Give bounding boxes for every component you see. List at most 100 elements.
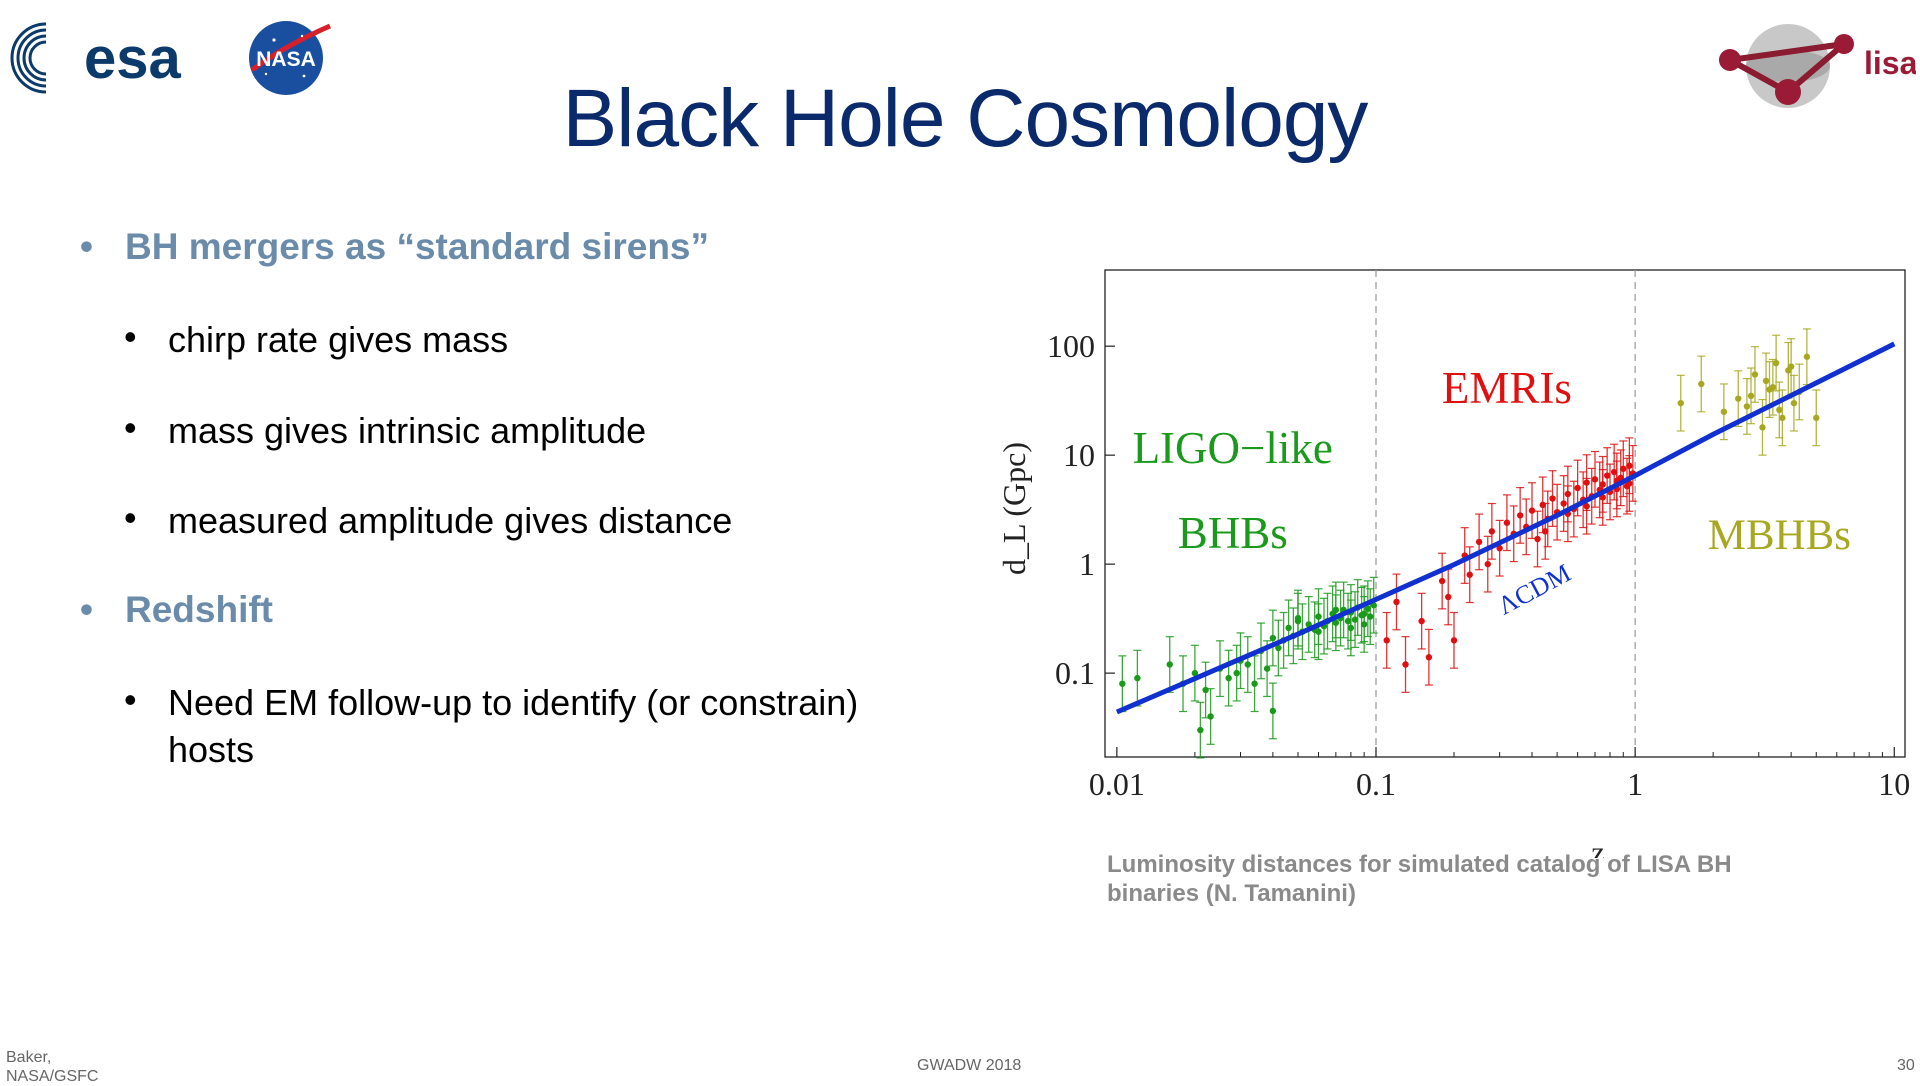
esa-logo: esa (6, 16, 221, 98)
emris-point (1418, 617, 1425, 625)
bullet-text: measured amplitude gives distance (168, 500, 733, 541)
y-tick-label: 1 (1079, 546, 1095, 582)
ligo-like-bhbs-point (1197, 726, 1204, 734)
chart-canvas: 0.01 0.1 1 10 0.1 1 10 100 z d_L (Gpc) ΛCDM LIGO−li… (985, 262, 1910, 858)
mbhbs-point (1677, 399, 1684, 407)
bullet-dot: • (124, 497, 137, 538)
ligo-like-bhbs-point (1233, 669, 1240, 677)
ligo-like-bhbs-point (1294, 614, 1302, 622)
bullet-dot: • (80, 589, 93, 630)
plot-frame (1104, 269, 1906, 758)
emris-point (1528, 507, 1536, 514)
emris-point (1425, 654, 1433, 661)
x-tick-label: 10 (1878, 766, 1910, 802)
emris-point (1516, 512, 1524, 519)
mbhbs-point (1769, 384, 1777, 391)
ligo-region-label: LIGO−like (1133, 423, 1333, 473)
emris-point (1542, 528, 1549, 535)
ligo-like-bhbs-point (1202, 686, 1209, 694)
ligo-like-bhbs-point (1367, 613, 1374, 620)
emris-point (1599, 494, 1606, 501)
y-tick-label: 0.1 (1055, 655, 1095, 691)
lcdm-label: ΛCDM (1493, 558, 1576, 620)
ligo-like-bhbs-point (1347, 624, 1355, 632)
ligo-like-bhbs-point (1269, 707, 1277, 715)
emris-point (1496, 545, 1503, 552)
emris-point (1610, 468, 1618, 476)
slide-title: Black Hole Cosmology (562, 73, 1369, 164)
mbhbs-point (1751, 371, 1759, 378)
bullet-text: mass gives intrinsic amplitude (168, 410, 647, 451)
bullet-text: BH mergers as “standard sirens” (125, 226, 710, 267)
mbhbs-point (1735, 395, 1742, 402)
ligo-like-bhbs-point (1269, 634, 1277, 642)
mbhb-region-label: MBHBs (1708, 512, 1851, 559)
emris-point (1475, 538, 1483, 546)
nasa-logo-text: NASA (256, 48, 316, 71)
mbhbs-point (1772, 359, 1780, 367)
x-axis-label: z (1591, 836, 1604, 858)
ligo-like-bhbs-point (1351, 616, 1359, 623)
emri-region-label: EMRIs (1442, 363, 1572, 413)
x-tick-label: 0.01 (1089, 766, 1145, 802)
ligo-like-bhbs-point (1315, 628, 1322, 635)
ligo-like-bhbs-point (1166, 661, 1173, 668)
footer-author-affiliation: NASA/GSFC (6, 1068, 99, 1085)
bullet-dot: • (124, 407, 137, 448)
nasa-logo: NASA (244, 16, 336, 98)
footer-event: GWADW 2018 (917, 1057, 1022, 1074)
lisa-logo-text: lisa (1864, 45, 1916, 81)
mbhbs-point (1787, 363, 1795, 370)
ligo-like-bhbs-point (1364, 605, 1372, 612)
emris-point (1445, 593, 1452, 601)
mbhbs-point (1743, 403, 1751, 410)
emris-point (1383, 637, 1390, 644)
chart-svg: 0.01 0.1 1 10 0.1 1 10 100 z d_L (Gpc) ΛCDM LIGO−li… (996, 269, 1910, 858)
ligo-like-bhbs-point (1225, 674, 1232, 682)
luminosity-distance-chart: 0.01 0.1 1 10 0.1 1 10 100 z d_L (Gpc) ΛCDM LIGO−li… (985, 262, 1910, 858)
mbhbs-point (1813, 414, 1820, 422)
emris-point (1402, 661, 1409, 668)
mbhbs-point (1698, 380, 1705, 388)
chart-caption: Luminosity distances for simulated catal… (1107, 851, 1732, 907)
footer-author: Baker, NASA/GSFC (6, 1048, 98, 1086)
bullet-text: Need EM follow-up to identify (or constr… (168, 682, 859, 770)
ligo-like-bhbs-point (1244, 661, 1251, 668)
mbhbs-point (1759, 424, 1766, 431)
emris-point (1534, 535, 1541, 543)
ligo-like-bhbs-point (1285, 624, 1292, 632)
ligo-like-bhbs-point (1275, 644, 1282, 652)
lcdm-curve (1115, 341, 1896, 715)
x-tick-label: 0.1 (1356, 766, 1396, 802)
x-tick-label: 1 (1627, 766, 1643, 802)
emris-point (1603, 472, 1611, 479)
y-tick-label: 100 (1047, 328, 1095, 364)
ligo-like-bhbs-point (1119, 680, 1126, 687)
emris-point (1583, 503, 1590, 510)
mbhbs-point (1790, 399, 1798, 407)
emris-point (1503, 519, 1511, 526)
y-axis-label: d_L (Gpc) (996, 442, 1032, 575)
ligo-region-label-2: BHBs (1178, 508, 1288, 558)
ligo-like-bhbs-point (1360, 610, 1368, 618)
mbhbs-point (1747, 392, 1755, 400)
emris-point (1484, 560, 1491, 568)
emris-point (1393, 598, 1400, 606)
lisa-logo: lisa (1716, 14, 1918, 114)
mbhbs-point (1803, 353, 1811, 360)
emris-point (1488, 528, 1496, 535)
emris-point (1466, 571, 1473, 578)
emris-point (1620, 465, 1627, 472)
mbhbs-point (1762, 377, 1770, 385)
bullet-text: chirp rate gives mass (168, 319, 509, 360)
ligo-like-bhbs-point (1332, 606, 1340, 614)
mbhbs-point (1776, 406, 1783, 414)
emris-point (1438, 577, 1446, 585)
ligo-like-bhbs-point (1191, 669, 1199, 677)
bullet-dot: • (80, 226, 93, 267)
mbhbs-point (1720, 408, 1728, 415)
ligo-like-bhbs-point (1344, 617, 1352, 625)
ligo-like-bhbs-point (1251, 680, 1258, 687)
emris-point (1574, 484, 1581, 492)
page-number: 30 (1897, 1057, 1915, 1074)
